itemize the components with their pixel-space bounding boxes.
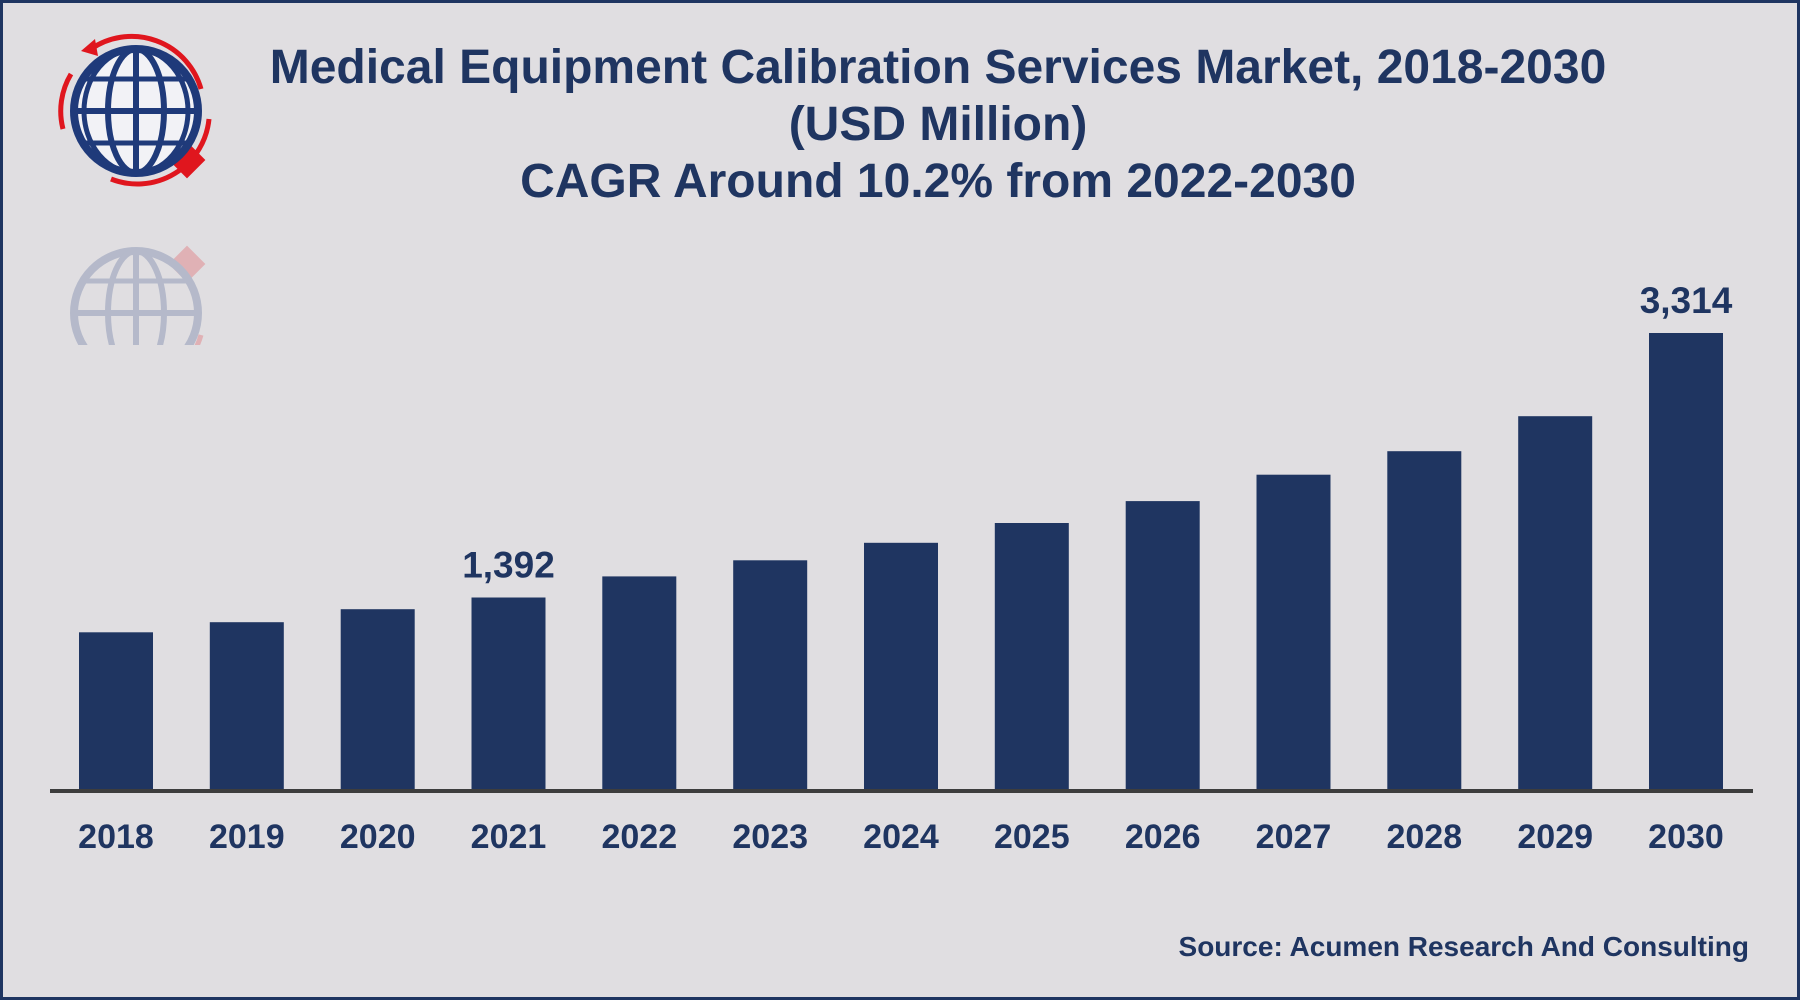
globe-logo-icon — [58, 33, 212, 187]
x-tick-label-2023: 2023 — [732, 818, 808, 856]
data-labels: 1,392 3,314 — [462, 280, 1733, 586]
bar-2019 — [209, 622, 284, 789]
bar-2021 — [471, 597, 546, 789]
bar-2030 — [1649, 333, 1723, 789]
bar-2020 — [340, 609, 415, 789]
data-label-2021: 1,392 — [462, 545, 555, 586]
chart-title: Medical Equipment Calibration Services M… — [223, 39, 1653, 210]
x-tick-label-2025: 2025 — [994, 818, 1070, 856]
title-line-3: CAGR Around 10.2% from 2022-2030 — [520, 155, 1356, 208]
bar-2024 — [864, 542, 938, 789]
bar-2025 — [994, 523, 1069, 789]
bar-2028 — [1387, 451, 1462, 789]
bar-2027 — [1256, 474, 1331, 789]
x-tick-label-2019: 2019 — [209, 818, 285, 856]
x-tick-label-2021: 2021 — [471, 818, 547, 856]
bar-2029 — [1518, 416, 1593, 789]
x-tick-label-2020: 2020 — [340, 818, 416, 856]
x-tick-label-2024: 2024 — [863, 818, 939, 856]
data-label-2030: 3,314 — [1640, 280, 1733, 321]
x-tick-label-2022: 2022 — [601, 818, 677, 856]
x-tick-label-2026: 2026 — [1125, 818, 1201, 856]
x-tick-label-2029: 2029 — [1517, 818, 1593, 856]
x-tick-label-2028: 2028 — [1386, 818, 1462, 856]
x-tick-label-2018: 2018 — [78, 818, 154, 856]
x-tick-labels: 2018 2019 2020 2021 2022 2023 2024 2025 2026 2027… — [78, 818, 1724, 856]
x-tick-label-2030: 2030 — [1648, 818, 1724, 856]
bar-2018 — [79, 632, 153, 789]
globe-logo-reflection-icon — [70, 245, 206, 345]
bar-2023 — [733, 560, 808, 789]
source-note: Source: Acumen Research And Consulting — [1178, 931, 1749, 962]
bar-2026 — [1125, 501, 1200, 789]
bar-2022 — [602, 576, 677, 789]
title-line-2: (USD Million) — [788, 98, 1088, 151]
title-line-1: Medical Equipment Calibration Services M… — [269, 41, 1607, 94]
x-tick-label-2027: 2027 — [1256, 818, 1332, 856]
bar-chart: 2018 2019 2020 2021 2022 2023 2024 2025 2026 2027… — [50, 280, 1753, 856]
bars-group — [79, 333, 1723, 789]
